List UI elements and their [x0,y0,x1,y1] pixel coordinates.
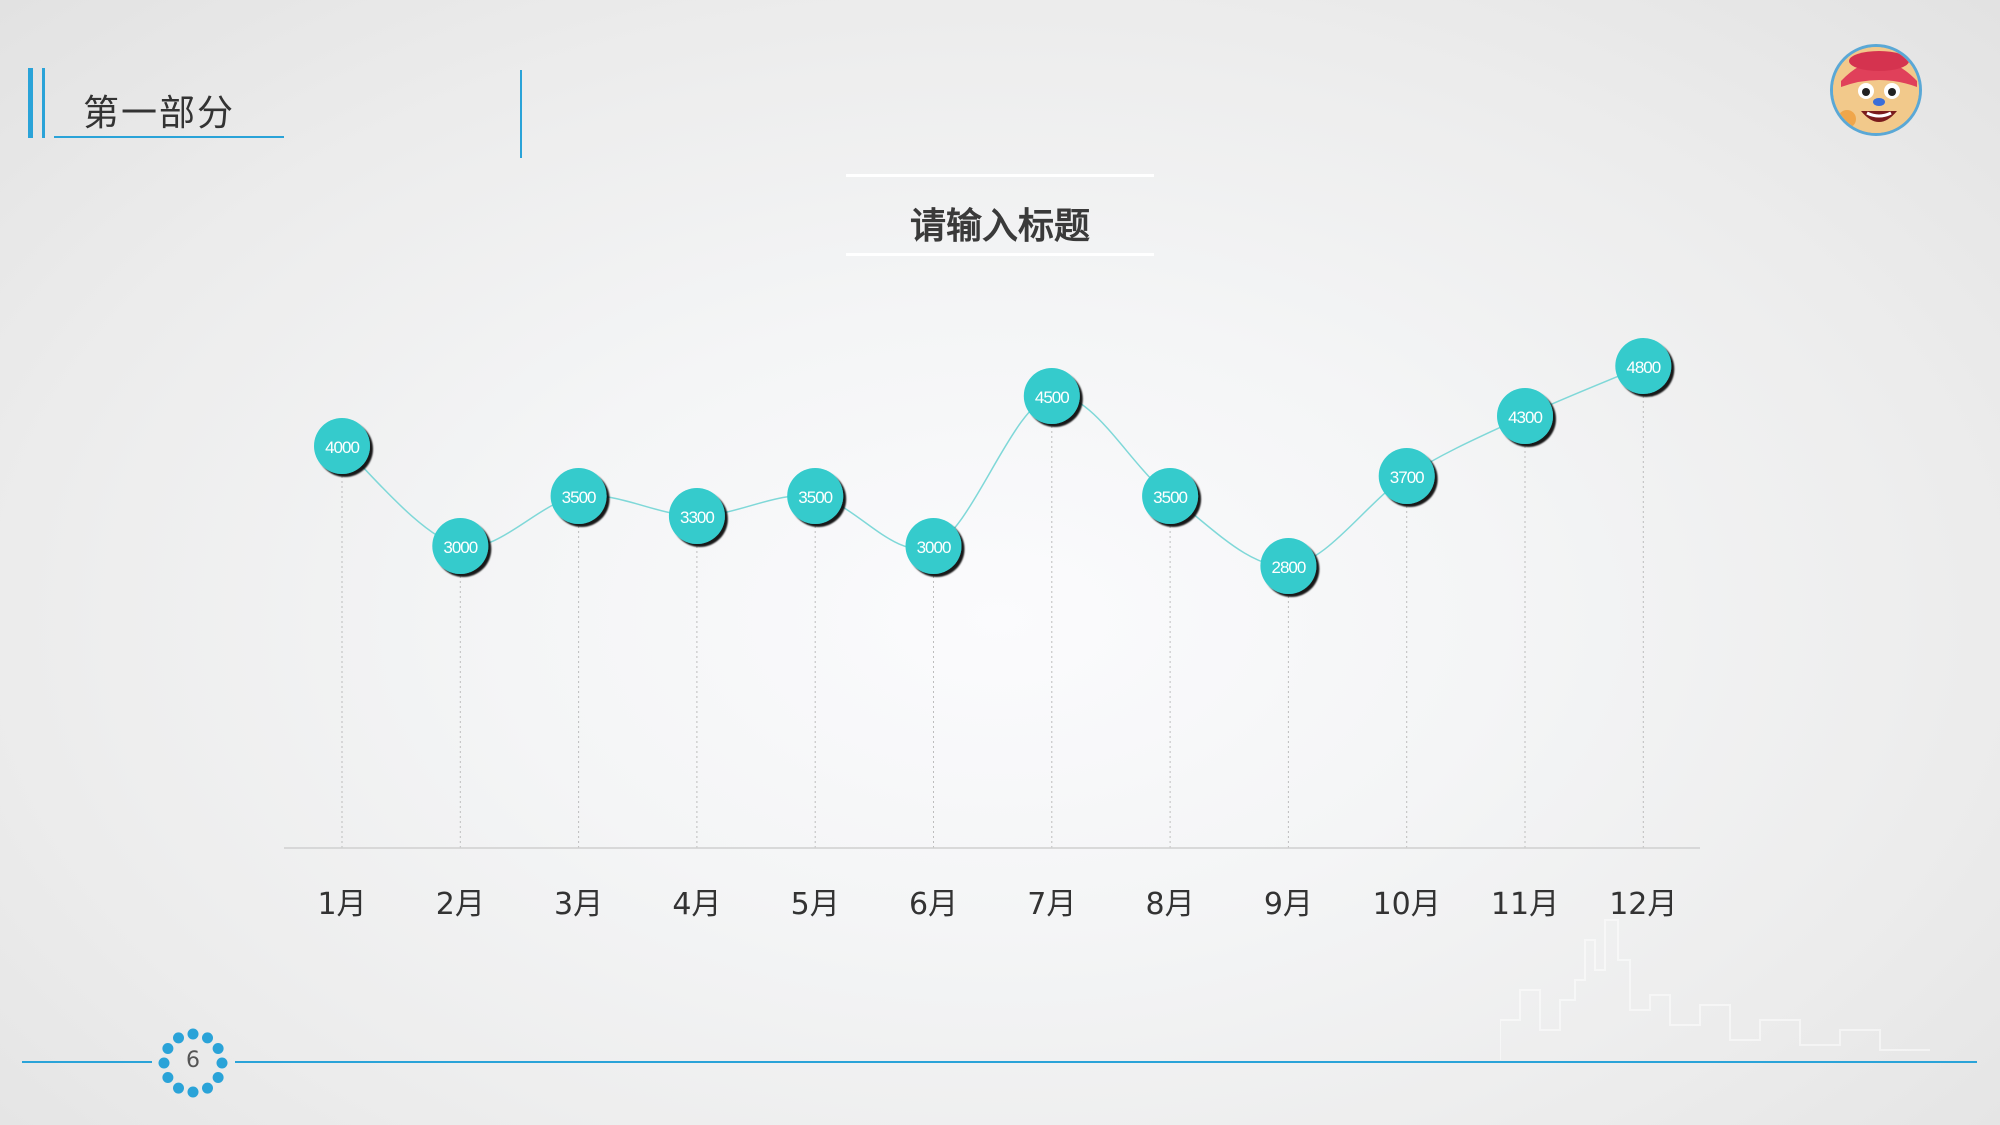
data-label: 4500 [1035,388,1069,407]
data-label: 4800 [1626,358,1660,377]
data-point [314,418,370,474]
data-label: 3000 [443,538,477,557]
x-tick-label: 8月 [1146,887,1195,922]
data-label: 2800 [1271,558,1305,577]
header-divider [520,70,522,158]
data-point [1023,368,1080,424]
footer-line-right [235,1061,1977,1063]
x-tick-label: 6月 [909,887,958,922]
section-underline [54,136,284,138]
avatar [1830,44,1922,136]
data-point [550,468,607,524]
data-label: 3500 [562,488,596,507]
x-tick-label: 4月 [672,887,721,922]
x-tick-label: 1月 [317,887,366,922]
x-tick-label: 12月 [1609,887,1677,922]
footer-line-left [22,1061,152,1063]
data-label: 3700 [1390,468,1424,487]
data-point [1260,538,1317,594]
character-avatar-icon [1833,47,1919,133]
chart-title: 请输入标题 [909,206,1090,247]
section-header: 第一部分 [28,68,284,142]
x-tick-label: 7月 [1027,887,1076,922]
data-point [905,518,962,574]
section-title: 第一部分 [83,93,236,134]
data-label: 3500 [1153,488,1187,507]
data-point [1497,388,1553,444]
data-point [432,518,489,574]
x-tick-label: 9月 [1264,887,1313,922]
data-label: 3300 [680,508,714,527]
data-point [1142,468,1199,524]
city-skyline-icon [1500,919,1930,1060]
page-number-ring-icon [158,1028,228,1098]
data-label: 4000 [325,438,359,457]
data-point [1378,448,1435,504]
data-point [668,488,725,544]
x-tick-label: 3月 [554,887,603,922]
data-point [1615,338,1672,394]
data-point [787,468,844,524]
chart-title-box: 请输入标题 [846,174,1154,256]
page-number: 6 [186,1048,200,1073]
data-label: 3000 [917,538,951,557]
section-bar-thin [42,68,45,138]
x-tick-label: 10月 [1373,887,1441,922]
data-label: 4300 [1508,408,1542,427]
x-tick-label: 2月 [436,887,485,922]
x-tick-label: 11月 [1491,887,1559,922]
section-bar-thick [28,68,33,138]
data-label: 3500 [798,488,832,507]
series-line [341,365,1644,567]
x-tick-label: 5月 [791,887,840,922]
